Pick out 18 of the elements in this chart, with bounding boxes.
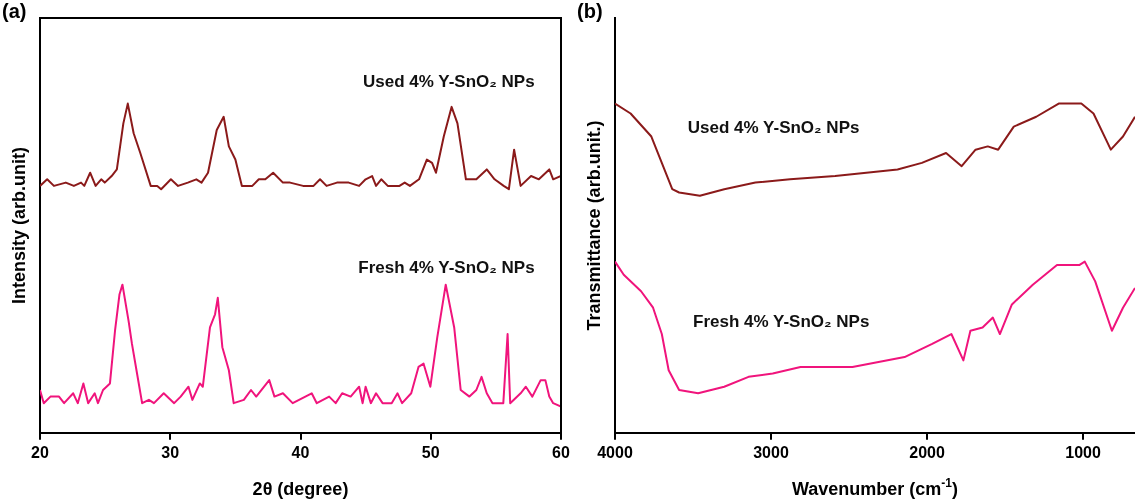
chart-title: (b): [577, 0, 603, 22]
x-tick-label: 40: [291, 443, 310, 461]
x-tick-label: 2000: [909, 443, 945, 461]
chart-title: (a): [2, 0, 27, 22]
x-tick-label: 1000: [1065, 443, 1101, 461]
y-axis-title: Transmittance (arb.unit.): [583, 120, 604, 331]
series-label: Used 4% Y-SnO₂ NPs: [363, 71, 535, 91]
x-tick-label: 20: [31, 443, 49, 461]
series-label: Fresh 4% Y-SnO₂ NPs: [693, 311, 870, 331]
x-tick-label: 3000: [753, 443, 789, 461]
series-label: Used 4% Y-SnO₂ NPs: [687, 117, 860, 137]
x-tick-label: 4000: [597, 443, 633, 461]
series-label: Fresh 4% Y-SnO₂ NPs: [358, 257, 535, 277]
x-tick-label: 60: [552, 443, 570, 461]
y-axis-title: Intensity (arb.unit): [8, 146, 29, 304]
x-tick-label: 50: [421, 443, 440, 461]
x-tick-label: 30: [161, 443, 180, 461]
x-axis-title: 2θ (degree): [252, 478, 349, 499]
